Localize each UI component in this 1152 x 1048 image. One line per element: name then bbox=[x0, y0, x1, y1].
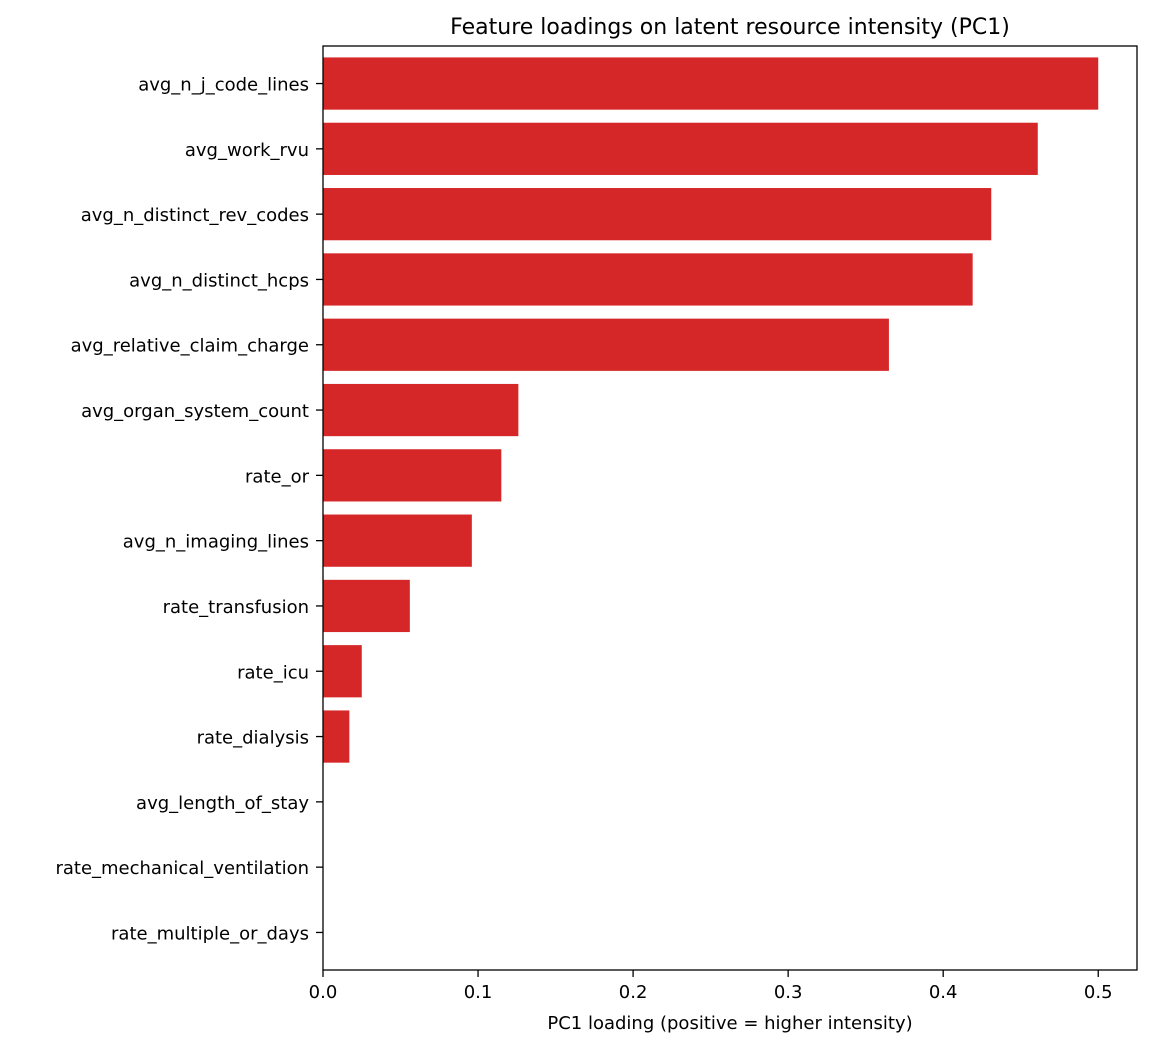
y-tick-label: avg_n_j_code_lines bbox=[138, 75, 309, 96]
bar-avg_n_j_code_lines bbox=[323, 57, 1099, 110]
x-tick-label: 0.5 bbox=[1084, 982, 1113, 1003]
x-tick-label: 0.2 bbox=[619, 982, 648, 1003]
bar-rate_transfusion bbox=[323, 579, 410, 633]
y-tick-label: avg_n_distinct_hcps bbox=[129, 270, 309, 291]
bar-avg_n_distinct_rev_codes bbox=[323, 188, 992, 241]
bar-avg_n_imaging_lines bbox=[323, 514, 472, 567]
bar-rate_icu bbox=[323, 645, 362, 698]
y-tick-label: rate_transfusion bbox=[163, 597, 309, 618]
y-tick-label: avg_work_rvu bbox=[185, 140, 309, 161]
bar-rate_dialysis bbox=[323, 710, 350, 763]
bar-avg_relative_claim_charge bbox=[323, 318, 889, 371]
y-tick-label: avg_organ_system_count bbox=[81, 401, 309, 422]
x-tick-label: 0.1 bbox=[464, 982, 493, 1003]
y-tick-label: rate_or bbox=[245, 466, 310, 487]
y-tick-label: rate_mechanical_ventilation bbox=[55, 858, 309, 879]
y-tick-label: avg_n_distinct_rev_codes bbox=[81, 205, 309, 226]
y-tick-label: avg_relative_claim_charge bbox=[71, 336, 309, 357]
bar-avg_organ_system_count bbox=[323, 383, 519, 437]
x-tick-label: 0.4 bbox=[929, 982, 958, 1003]
x-tick-label: 0.0 bbox=[309, 982, 338, 1003]
bar-avg_n_distinct_hcps bbox=[323, 253, 973, 306]
y-tick-label: avg_n_imaging_lines bbox=[123, 532, 309, 553]
y-tick-label: rate_dialysis bbox=[197, 728, 309, 749]
y-tick-label: avg_length_of_stay bbox=[136, 793, 309, 814]
y-tick-label: rate_icu bbox=[237, 662, 309, 683]
bar-rate_or bbox=[323, 449, 502, 502]
y-tick-label: rate_multiple_or_days bbox=[111, 923, 309, 944]
plot-frame bbox=[322, 45, 1138, 971]
chart-title: Feature loadings on latent resource inte… bbox=[450, 15, 1010, 40]
x-tick-label: 0.3 bbox=[774, 982, 803, 1003]
x-axis-label: PC1 loading (positive = higher intensity… bbox=[547, 1013, 912, 1034]
bar-avg_work_rvu bbox=[323, 122, 1038, 175]
